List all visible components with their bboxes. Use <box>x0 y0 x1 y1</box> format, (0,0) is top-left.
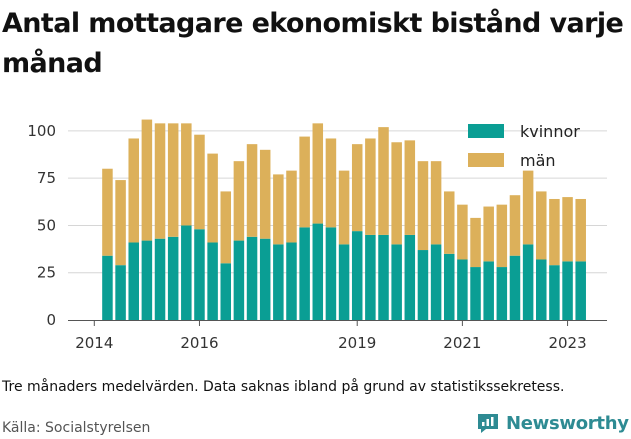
bar-man-9 <box>220 191 232 264</box>
y-axis-tick-labels: 0 25 50 75 100 <box>27 122 56 329</box>
bar-man-11 <box>246 144 258 237</box>
bar-man-16 <box>312 123 324 224</box>
y-tick-label-0: 0 <box>46 311 56 329</box>
bar-man-1 <box>115 180 126 266</box>
bar-man-36 <box>575 198 586 262</box>
bar-man-13 <box>273 174 284 245</box>
bar-kvinnor-7 <box>194 229 205 320</box>
bar-kvinnor-0 <box>102 255 113 320</box>
bar-kvinnor-23 <box>404 234 416 320</box>
x-tick-label-2021: 2021 <box>443 334 481 352</box>
bar-kvinnor-4 <box>154 238 166 320</box>
y-tick-label-25: 25 <box>37 264 56 282</box>
source-text: Källa: Socialstyrelsen <box>2 420 151 436</box>
legend-swatch-man <box>468 153 504 167</box>
bar-kvinnor-3 <box>141 240 153 320</box>
bar-man-6 <box>181 123 192 226</box>
bar-man-20 <box>365 138 376 235</box>
bar-man-15 <box>299 136 310 228</box>
bar-man-33 <box>536 191 547 260</box>
bar-kvinnor-22 <box>391 244 402 320</box>
bar-man-19 <box>351 144 363 232</box>
bar-kvinnor-29 <box>483 261 494 320</box>
bar-man-14 <box>286 170 297 243</box>
bar-man-12 <box>259 149 271 239</box>
bar-man-2 <box>128 138 139 243</box>
stacked-bar-chart: 0 25 50 75 100 2014 2016 2019 2021 2023 kvinnor … <box>27 119 607 352</box>
bar-man-34 <box>549 198 560 266</box>
bar-man-35 <box>562 197 573 262</box>
bar-man-0 <box>102 168 113 256</box>
legend-label-man: män <box>520 151 556 170</box>
y-tick-label-50: 50 <box>37 216 56 234</box>
bar-man-5 <box>167 123 179 237</box>
legend-swatch-kvinnor <box>468 124 504 138</box>
bar-man-18 <box>338 170 350 245</box>
bar-kvinnor-21 <box>378 234 389 320</box>
bar-kvinnor-31 <box>509 255 521 320</box>
bar-kvinnor-11 <box>246 236 258 320</box>
bar-man-28 <box>470 217 481 268</box>
chart-note: Tre månaders medelvärden. Data saknas ib… <box>2 379 565 395</box>
bar-kvinnor-9 <box>220 263 232 320</box>
bar-man-10 <box>233 161 245 241</box>
bar-kvinnor-19 <box>351 231 363 320</box>
bar-kvinnor-2 <box>128 242 139 320</box>
bar-kvinnor-15 <box>299 227 310 320</box>
bar-man-26 <box>443 191 455 254</box>
bar-man-8 <box>207 153 218 243</box>
bar-man-3 <box>141 119 153 241</box>
newsworthy-logo-text: Newsworthy <box>506 412 629 434</box>
bar-man-29 <box>483 206 494 262</box>
bar-kvinnor-36 <box>575 261 586 320</box>
bar-kvinnor-5 <box>167 236 179 320</box>
x-tick-label-2016: 2016 <box>180 334 218 352</box>
bar-man-25 <box>430 161 442 245</box>
bar-man-31 <box>509 195 521 256</box>
bar-man-24 <box>417 161 429 251</box>
bar-kvinnor-8 <box>207 242 218 320</box>
bar-kvinnor-18 <box>338 244 350 320</box>
bars <box>102 119 586 320</box>
bar-kvinnor-27 <box>457 259 468 320</box>
bar-man-7 <box>194 134 205 230</box>
x-tick-label-2014: 2014 <box>75 334 113 352</box>
y-tick-label-100: 100 <box>27 122 56 140</box>
x-tick-label-2023: 2023 <box>548 334 586 352</box>
bar-man-30 <box>496 204 508 268</box>
bar-kvinnor-24 <box>417 250 429 320</box>
bar-kvinnor-26 <box>443 253 455 320</box>
bar-kvinnor-1 <box>115 265 126 320</box>
legend: kvinnor män <box>468 122 580 170</box>
bar-kvinnor-16 <box>312 223 324 320</box>
bar-kvinnor-20 <box>365 234 376 320</box>
legend-label-kvinnor: kvinnor <box>520 122 580 141</box>
chart-title: Antal mottagare ekonomiskt bistånd varje… <box>2 8 624 79</box>
bar-kvinnor-6 <box>181 225 192 320</box>
bar-kvinnor-34 <box>549 265 560 320</box>
newsworthy-logo: Newsworthy <box>476 409 629 437</box>
newsworthy-logo-icon <box>478 414 498 433</box>
bar-man-23 <box>404 140 416 235</box>
bar-kvinnor-17 <box>325 227 337 320</box>
bar-kvinnor-28 <box>470 267 481 320</box>
x-axis: 2014 2016 2019 2021 2023 <box>68 320 607 352</box>
bar-man-32 <box>522 170 534 245</box>
bar-kvinnor-32 <box>522 244 534 320</box>
bar-kvinnor-10 <box>233 240 245 320</box>
bar-kvinnor-33 <box>536 259 547 320</box>
bar-man-21 <box>378 127 389 235</box>
bar-kvinnor-12 <box>259 238 271 320</box>
bar-man-17 <box>325 138 337 228</box>
bar-man-27 <box>457 204 468 260</box>
bar-kvinnor-13 <box>273 244 284 320</box>
y-tick-label-75: 75 <box>37 169 56 187</box>
bar-man-4 <box>154 123 166 239</box>
bar-kvinnor-35 <box>562 261 573 320</box>
x-tick-label-2019: 2019 <box>338 334 376 352</box>
bar-kvinnor-25 <box>430 244 442 320</box>
bar-kvinnor-30 <box>496 267 508 320</box>
bar-kvinnor-14 <box>286 242 297 320</box>
bar-man-22 <box>391 142 402 245</box>
